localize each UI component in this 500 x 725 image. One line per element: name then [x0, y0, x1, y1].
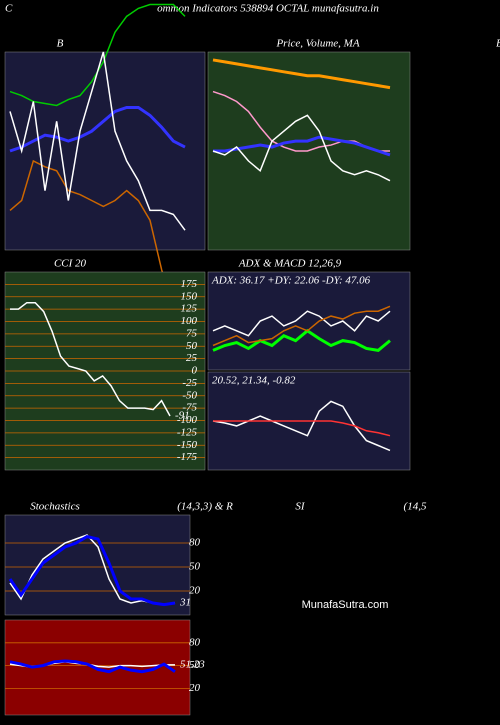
annotation: 51.23 [180, 658, 205, 670]
annotation: 31 [179, 597, 191, 609]
y-tick-label: 20 [189, 682, 201, 694]
header-right: B [496, 38, 500, 50]
series-line [212, 114, 391, 182]
series-line [8, 535, 176, 607]
stoch-header: (14,5 [404, 501, 427, 513]
series-line [213, 420, 391, 437]
panel-title: ADX & MACD 12,26,9 [238, 258, 342, 270]
stoch-header: (14,3,3) & R [177, 501, 233, 513]
series-line [9, 51, 186, 231]
panel [4, 51, 206, 251]
panel [207, 271, 411, 371]
y-tick-label: 100 [181, 315, 198, 327]
panel-title: B [57, 38, 64, 50]
y-tick-label: 50 [189, 659, 201, 671]
stoch-header: SI [295, 501, 306, 513]
y-tick-label: 0 [192, 365, 198, 377]
series-line [212, 310, 391, 337]
y-tick-label: 20 [189, 585, 201, 597]
series-line [212, 58, 391, 90]
y-tick-label: 150 [181, 290, 198, 302]
series-line [9, 105, 186, 153]
series-line [212, 400, 391, 452]
y-tick-label: -75 [182, 402, 197, 414]
series-line [9, 159, 186, 330]
series-line [212, 328, 391, 352]
y-tick-label: -150 [177, 439, 198, 451]
y-tick-label: -25 [182, 377, 197, 389]
header-left: C [5, 3, 13, 15]
panel-title: Price, Volume, MA [275, 38, 359, 50]
y-tick-label: 50 [186, 340, 198, 352]
y-tick-label: -175 [177, 451, 198, 463]
stoch-header: Stochastics [30, 501, 80, 513]
y-tick-label: 75 [186, 327, 198, 339]
y-tick-label: -50 [182, 389, 197, 401]
annotation: 20.52, 21.34, -0.82 [212, 375, 296, 387]
panel-title: CCI 20 [54, 258, 87, 270]
y-tick-label: 80 [189, 636, 201, 648]
y-tick-label: 125 [181, 303, 198, 315]
y-tick-label: -125 [177, 426, 198, 438]
y-tick-label: 175 [181, 278, 198, 290]
series-line [9, 659, 176, 674]
y-tick-label: 25 [186, 352, 198, 364]
header-title: ommon Indicators 538894 OCTAL munafasutr… [157, 3, 379, 15]
series-line [213, 135, 391, 157]
panel [4, 514, 191, 616]
y-tick-label: 50 [189, 561, 201, 573]
y-tick-label: 80 [189, 537, 201, 549]
watermark: MunafaSutra.com [302, 599, 389, 611]
y-tick-label: -100 [177, 414, 198, 426]
annotation: -91 [175, 410, 190, 422]
annotation: ADX: 36.17 +DY: 22.06 -DY: 47.06 [211, 275, 371, 287]
series-line [212, 305, 391, 347]
series-line [10, 301, 171, 417]
